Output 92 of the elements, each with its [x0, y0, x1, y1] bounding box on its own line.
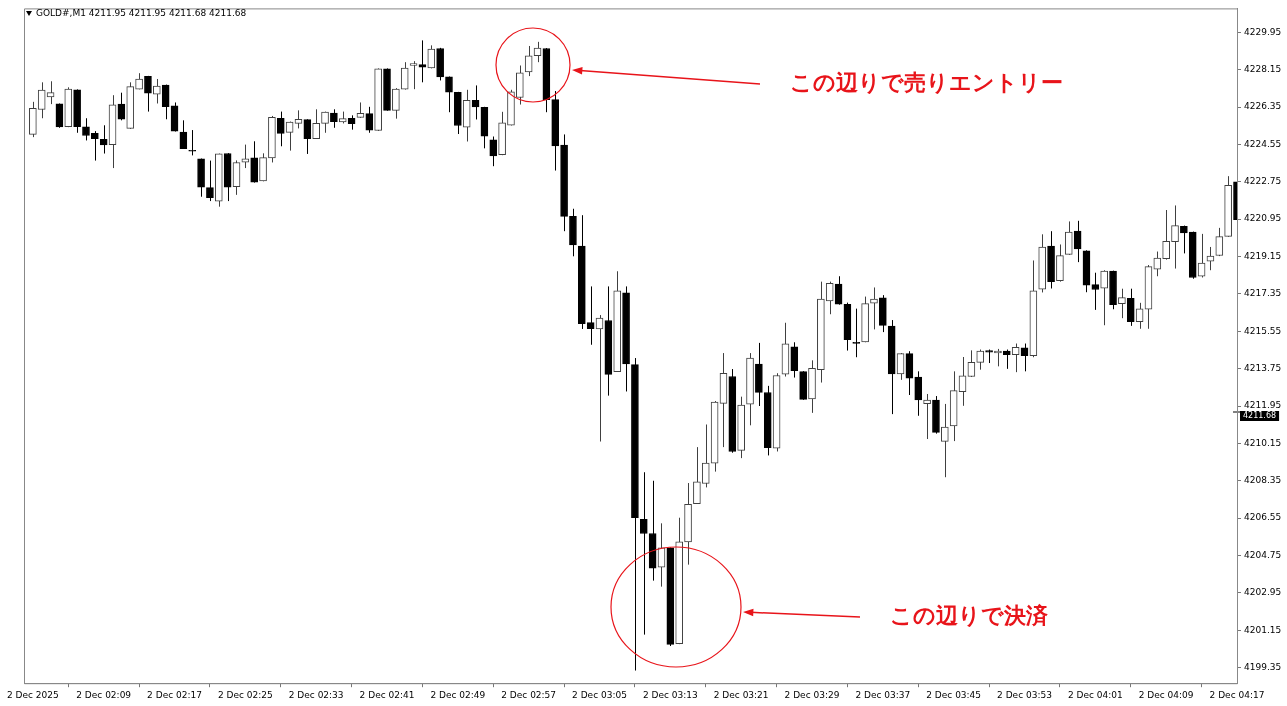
x-tick-label: 2 Dec 2025 [6, 689, 59, 700]
annotation: この辺りで決済 [890, 602, 1049, 628]
annotation: この辺りで売りエントリー [790, 69, 1063, 95]
candlestick [303, 118, 312, 155]
candlestick [1171, 204, 1179, 270]
y-tick-label: 4210.15 [1244, 437, 1282, 448]
candlestick [259, 152, 267, 182]
candlestick [870, 286, 878, 330]
x-tick-label: 2 Dec 03:37 [855, 689, 911, 700]
candlestick [91, 130, 99, 162]
y-tick-label: 4201.15 [1244, 624, 1282, 635]
x-tick-label: 2 Dec 02:33 [288, 689, 344, 700]
candlestick [586, 285, 595, 346]
candlestick [409, 60, 418, 90]
candlestick [82, 117, 90, 141]
candlestick [37, 81, 46, 119]
chart-title: GOLD#,M1 4211.95 4211.95 4211.68 4211.68 [36, 8, 247, 18]
x-tick-label: 2 Dec 02:25 [217, 689, 273, 700]
y-tick-label: 4211.95 [1244, 400, 1282, 411]
candlestick [365, 106, 374, 134]
candlestick [445, 76, 453, 113]
candlestick [152, 78, 161, 104]
candlestick [392, 87, 400, 120]
candlestick [400, 61, 409, 91]
x-tick-label: 2 Dec 02:17 [147, 689, 202, 700]
x-tick-label: 2 Dec 02:09 [76, 689, 132, 700]
x-tick-label: 2 Dec 03:45 [926, 689, 982, 700]
y-tick-label: 4208.35 [1244, 475, 1282, 486]
x-tick-label: 2 Dec 03:13 [642, 689, 698, 700]
candlestick [1064, 220, 1073, 256]
candlestick [1153, 251, 1162, 277]
candlestick [1126, 288, 1135, 327]
candlestick [790, 341, 799, 379]
x-tick-label: 2 Dec 02:57 [501, 689, 557, 700]
x-tick-label: 2 Dec 03:53 [997, 689, 1052, 700]
y-tick-label: 4226.35 [1244, 101, 1282, 112]
candlestick [1180, 225, 1188, 254]
candlestick [46, 80, 55, 105]
candlestick [976, 349, 985, 371]
x-tick-label: 2 Dec 02:41 [359, 689, 415, 700]
candlestick [276, 111, 285, 147]
y-tick-label: 4215.55 [1244, 325, 1282, 336]
candlestick [1100, 269, 1109, 326]
candlestick [117, 92, 126, 121]
text: 4211.68 [1243, 411, 1277, 421]
y-tick-label: 4206.55 [1244, 512, 1282, 523]
candlestick [250, 140, 259, 184]
x-tick-label: 2 Dec 04:17 [1209, 689, 1265, 700]
x-tick-label: 2 Dec 03:29 [784, 689, 840, 700]
y-tick-label: 4219.15 [1244, 250, 1282, 261]
candlestick [639, 471, 648, 636]
candlestick [1056, 243, 1064, 283]
candlestick [206, 160, 214, 202]
x-tick-label: 2 Dec 03:05 [572, 689, 627, 700]
x-tick-label: 2 Dec 02:49 [430, 689, 486, 700]
candlestick [489, 136, 498, 167]
candlestick [330, 108, 338, 129]
candlestick [701, 423, 710, 488]
candlestick [852, 308, 861, 358]
candlestick [825, 281, 834, 315]
candlestick [967, 349, 976, 378]
candlestick [188, 129, 197, 156]
x-tick-label: 2 Dec 04:01 [1067, 689, 1123, 700]
y-tick-label: 4204.75 [1244, 549, 1282, 560]
candlestick [1215, 227, 1224, 257]
candlestick [940, 403, 949, 478]
candlestick [914, 370, 923, 417]
x-tick-label: 2 Dec 03:21 [713, 689, 769, 700]
candlestick [1162, 209, 1170, 261]
y-tick-label: 4217.35 [1244, 288, 1282, 299]
y-tick-label: 4220.95 [1244, 213, 1282, 224]
candlestick [294, 109, 303, 129]
candlestick [99, 124, 108, 155]
candlestick [144, 75, 152, 113]
candlestick [312, 108, 321, 140]
candlestick [1118, 288, 1126, 319]
candlestick [905, 350, 914, 396]
y-tick-label: 4202.95 [1244, 587, 1282, 598]
candlestick [516, 65, 524, 106]
candlestick [524, 45, 533, 77]
x-tick-label: 2 Dec 04:09 [1138, 689, 1194, 700]
y-tick-label: 4213.75 [1244, 362, 1282, 373]
y-tick-label: 4228.15 [1244, 63, 1282, 74]
candlestick [834, 275, 843, 306]
y-tick-label: 4229.95 [1244, 26, 1282, 37]
y-tick-label: 4199.35 [1244, 661, 1282, 672]
candlestick [1091, 272, 1100, 311]
candlestick [1197, 233, 1206, 278]
candlestick [693, 446, 701, 505]
y-tick-label: 4222.75 [1244, 176, 1282, 187]
candlestick [1002, 349, 1011, 370]
y-tick-label: 4224.55 [1244, 138, 1282, 149]
